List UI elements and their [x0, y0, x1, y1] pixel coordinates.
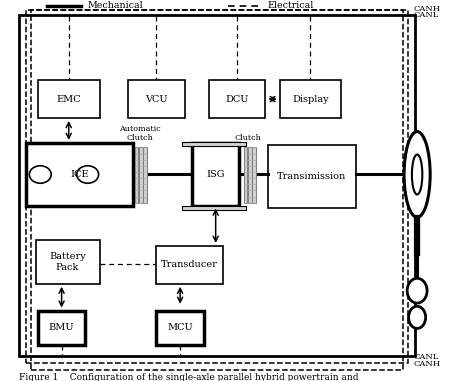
Text: EMC: EMC: [56, 94, 81, 104]
Text: CANL: CANL: [413, 11, 439, 19]
Bar: [143, 147, 147, 203]
Bar: [38, 311, 85, 345]
Text: Figure 1    Configuration of the single-axle parallel hybrid powertrain and: Figure 1 Configuration of the single-axl…: [19, 373, 358, 381]
Bar: [135, 147, 138, 203]
Bar: [38, 80, 100, 118]
Bar: [128, 80, 185, 118]
Bar: [26, 143, 133, 206]
Ellipse shape: [412, 155, 422, 194]
Text: Transimission: Transimission: [277, 172, 346, 181]
Text: ICE: ICE: [70, 170, 89, 179]
Text: Transducer: Transducer: [161, 260, 218, 269]
Text: CANL: CANL: [413, 353, 439, 361]
Bar: [280, 80, 341, 118]
Text: Mechanical: Mechanical: [88, 1, 144, 10]
Ellipse shape: [409, 306, 426, 328]
Bar: [244, 147, 247, 203]
Text: ISG: ISG: [206, 170, 225, 179]
Bar: [252, 147, 256, 203]
Text: Display: Display: [292, 94, 329, 104]
Text: MCU: MCU: [167, 323, 193, 332]
Bar: [19, 15, 415, 356]
Bar: [156, 311, 204, 345]
Bar: [26, 10, 408, 363]
Text: Automatic
Clutch: Automatic Clutch: [119, 125, 161, 142]
Text: BMU: BMU: [49, 323, 74, 332]
Text: DCU: DCU: [225, 94, 249, 104]
Bar: [139, 147, 143, 203]
Text: Battery
Pack: Battery Pack: [49, 252, 86, 272]
Bar: [36, 240, 100, 284]
Bar: [182, 142, 246, 146]
Bar: [31, 10, 403, 370]
Text: CANH: CANH: [413, 5, 440, 13]
Bar: [248, 147, 252, 203]
Ellipse shape: [404, 131, 430, 217]
Text: Clutch: Clutch: [235, 134, 261, 142]
Text: CANH: CANH: [413, 360, 440, 368]
Text: Electrical: Electrical: [268, 1, 314, 10]
Text: VCU: VCU: [145, 94, 168, 104]
Ellipse shape: [407, 278, 427, 303]
Bar: [268, 145, 356, 208]
Bar: [192, 143, 239, 206]
Bar: [209, 80, 265, 118]
Bar: [182, 206, 246, 210]
Bar: [156, 246, 223, 284]
